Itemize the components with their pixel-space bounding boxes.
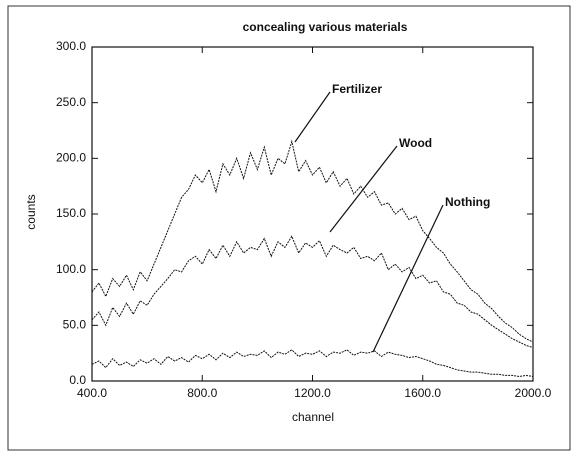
y-axis-label: counts — [24, 194, 38, 229]
x-tick-label: 2000.0 — [515, 386, 552, 400]
plot-frame — [91, 46, 534, 382]
data-line — [91, 235, 534, 349]
chart-title: concealing various materials — [243, 20, 408, 34]
data-line — [91, 139, 534, 343]
outer-frame — [7, 5, 571, 451]
leader-line — [294, 91, 331, 143]
y-tick-label: 150.0 — [56, 206, 86, 220]
y-tick-label: 0.0 — [69, 373, 86, 387]
x-tick-label: 1600.0 — [404, 386, 441, 400]
x-tick-label: 400.0 — [77, 386, 107, 400]
leader-line — [372, 204, 444, 353]
series-label: Nothing — [445, 195, 490, 209]
series-label: Fertilizer — [332, 82, 382, 96]
y-tick-label: 250.0 — [56, 95, 86, 109]
y-tick-label: 100.0 — [56, 262, 86, 276]
y-tick-label: 200.0 — [56, 151, 86, 165]
y-tick-label: 50.0 — [63, 318, 87, 332]
y-tick-label: 300.0 — [56, 39, 86, 53]
x-tick-label: 800.0 — [187, 386, 217, 400]
x-tick-label: 1200.0 — [294, 386, 331, 400]
data-line — [91, 349, 534, 378]
leader-line — [329, 145, 398, 233]
series-label: Wood — [399, 136, 432, 150]
x-axis-label: channel — [292, 410, 334, 424]
